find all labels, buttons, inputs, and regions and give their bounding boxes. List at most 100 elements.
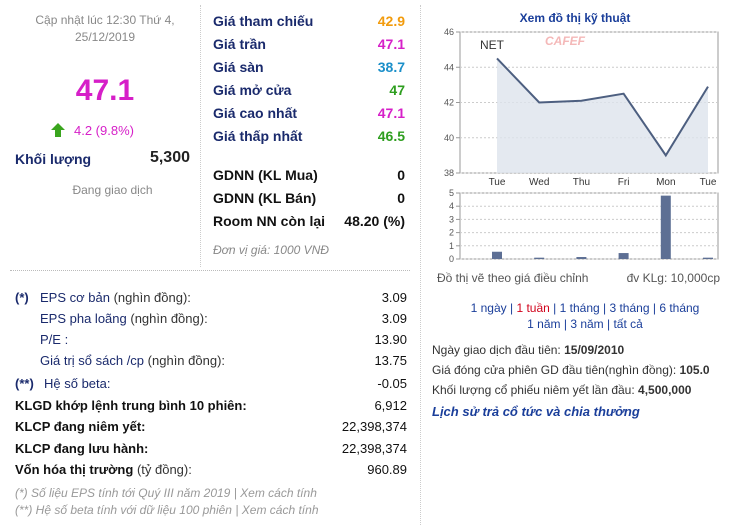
bar	[660, 195, 671, 259]
row-value: -0.05	[377, 376, 407, 391]
history-link[interactable]: Lịch sử trả cổ tức và chia thưởng	[432, 404, 640, 419]
divider	[10, 270, 410, 272]
row-label: Hệ số beta:	[44, 376, 111, 391]
info-label: Giá đóng cửa phiên GD đầu tiên(nghìn đồn…	[432, 363, 677, 377]
quote-label: Giá sàn	[213, 59, 264, 75]
x-tick-label: Mon	[656, 177, 675, 188]
quote-value: 46.5	[377, 128, 405, 144]
divider	[420, 5, 422, 525]
y-tick-label: 3	[449, 214, 454, 224]
bar	[534, 257, 545, 259]
info-row: Giá đóng cửa phiên GD đầu tiên(nghìn đồn…	[432, 363, 710, 377]
quote-label: Giá tham chiếu	[213, 13, 314, 29]
area	[497, 58, 708, 173]
row-value: 22,398,374	[341, 441, 407, 456]
footnote-text: (*) Số liệu EPS tính tới Quý III năm 201…	[15, 486, 237, 500]
row-label: P/E :	[40, 332, 68, 347]
quote-label: Giá mở cửa	[213, 82, 292, 98]
label-unit: (nghìn đồng):	[113, 290, 191, 305]
quote-label: Giá cao nhất	[213, 105, 298, 121]
period-link[interactable]: 3 năm	[570, 317, 604, 331]
update-line: 25/12/2019	[74, 30, 136, 44]
watermark: CAFEF	[545, 34, 586, 48]
y-tick-label: 46	[444, 27, 454, 37]
y-tick-label: 38	[444, 168, 454, 178]
volume-value: 5,300	[149, 149, 190, 166]
row-label: KLCP đang lưu hành:	[15, 441, 148, 456]
label-text: KLGD khớp lệnh trung bình 10 phiên:	[15, 398, 247, 413]
price-change: 4.2 (9.8%)	[74, 123, 134, 138]
chart: 38 40 42 44 46 CAFEF NET Tue Wed Thu Fri Mon Tue 0 1 2 3…	[437, 27, 721, 285]
label-text: EPS pha loãng	[40, 311, 127, 326]
row-label: Giá trị sổ sách /cp (nghìn đồng):	[40, 353, 225, 368]
label-text: P/E :	[40, 332, 69, 347]
row-value: 960.89	[367, 462, 407, 477]
bar	[492, 251, 502, 259]
chart-title: Xem đồ thị kỹ thuật	[519, 11, 631, 25]
info-value: 105.0	[679, 363, 710, 377]
x-tick-label: Thu	[573, 177, 590, 188]
foreign-label: GDNN (KL Bán)	[213, 190, 317, 206]
foreign-label: GDNN (KL Mua)	[213, 167, 318, 183]
footnote-text: (**) Hệ số beta tính với dữ liệu 100 phi…	[15, 503, 239, 517]
row-label: EPS pha loãng (nghìn đồng):	[40, 311, 208, 326]
bar	[576, 257, 587, 259]
info-row: Khối lượng cổ phiếu niêm yết lần đầu: 4,…	[432, 383, 691, 397]
quote-value: 47.1	[377, 36, 405, 52]
info-row: Ngày giao dịch đầu tiên: 15/09/2010	[432, 343, 624, 357]
footnote-link[interactable]: Xem cách tính	[240, 486, 317, 500]
label-text: EPS cơ bản	[40, 290, 110, 305]
footnote: (*) Số liệu EPS tính tới Quý III năm 201…	[15, 486, 317, 500]
x-tick-label: Tue	[489, 177, 506, 188]
foreign-value: 0	[397, 190, 405, 206]
quote-value: 38.7	[377, 59, 405, 75]
period-link[interactable]: 3 tháng	[609, 301, 650, 315]
y-tick-label: 5	[449, 188, 454, 198]
row-label: KLGD khớp lệnh trung bình 10 phiên:	[15, 398, 247, 413]
row-label: Vốn hóa thị trường (tỷ đồng):	[15, 462, 192, 477]
row-marker: (**)	[15, 376, 34, 391]
row-value: 3.09	[381, 311, 407, 326]
quote-label: Giá thấp nhất	[213, 128, 303, 144]
period-link[interactable]: 1 ngày	[470, 301, 507, 315]
x-tick-label: Tue	[700, 177, 717, 188]
foreign-value: 0	[397, 167, 405, 183]
y-tick-label: 42	[444, 98, 454, 108]
status: Đang giao dịch	[72, 183, 153, 197]
label-text: Vốn hóa thị trường	[15, 462, 134, 477]
info-value: 4,500,000	[638, 383, 692, 397]
row-marker: (*)	[15, 290, 29, 305]
y-tick-label: 44	[444, 62, 454, 72]
price: 47.1	[75, 74, 135, 107]
period-link[interactable]: 1 năm	[527, 317, 561, 331]
foreign-label: Room NN còn lại	[213, 213, 326, 229]
footnote-link[interactable]: Xem cách tính	[241, 503, 319, 517]
chart-note: Đồ thị vẽ theo giá điều chỉnh	[437, 271, 588, 285]
volume-unit: đv KLg: 10,000cp	[627, 271, 721, 285]
quote-value: 47	[389, 82, 405, 98]
label-text: KLCP đang niêm yết:	[15, 419, 146, 434]
period-link[interactable]: 6 tháng	[659, 301, 700, 315]
period-link[interactable]: 1 tháng	[559, 301, 600, 315]
divider	[200, 5, 202, 267]
row-value: 3.09	[381, 290, 407, 305]
plot-frame	[459, 192, 719, 260]
period-link[interactable]: 1 tuần	[516, 301, 550, 315]
info-label: Khối lượng cổ phiếu niêm yết lần đầu:	[432, 383, 635, 397]
period-link[interactable]: tất cả	[613, 317, 643, 331]
x-tick-label: Wed	[529, 177, 549, 188]
quote-value: 42.9	[377, 13, 405, 29]
volume-label: Khối lượng	[15, 151, 92, 167]
x-tick-label: Fri	[618, 177, 630, 188]
quote-label: Giá trần	[213, 36, 266, 52]
row-value: 6,912	[374, 398, 407, 413]
label-text: KLCP đang lưu hành:	[15, 441, 149, 456]
line	[496, 57, 709, 158]
row-label: EPS cơ bản (nghìn đồng):	[40, 290, 191, 305]
info-label: Ngày giao dịch đầu tiên:	[432, 343, 561, 357]
label-unit: (tỷ đồng):	[136, 462, 192, 477]
info-value: 15/09/2010	[564, 343, 625, 357]
series-name: NET	[480, 38, 505, 52]
period-links: 1 ngày | 1 tuần | 1 tháng | 3 tháng | 6 …	[470, 301, 700, 331]
